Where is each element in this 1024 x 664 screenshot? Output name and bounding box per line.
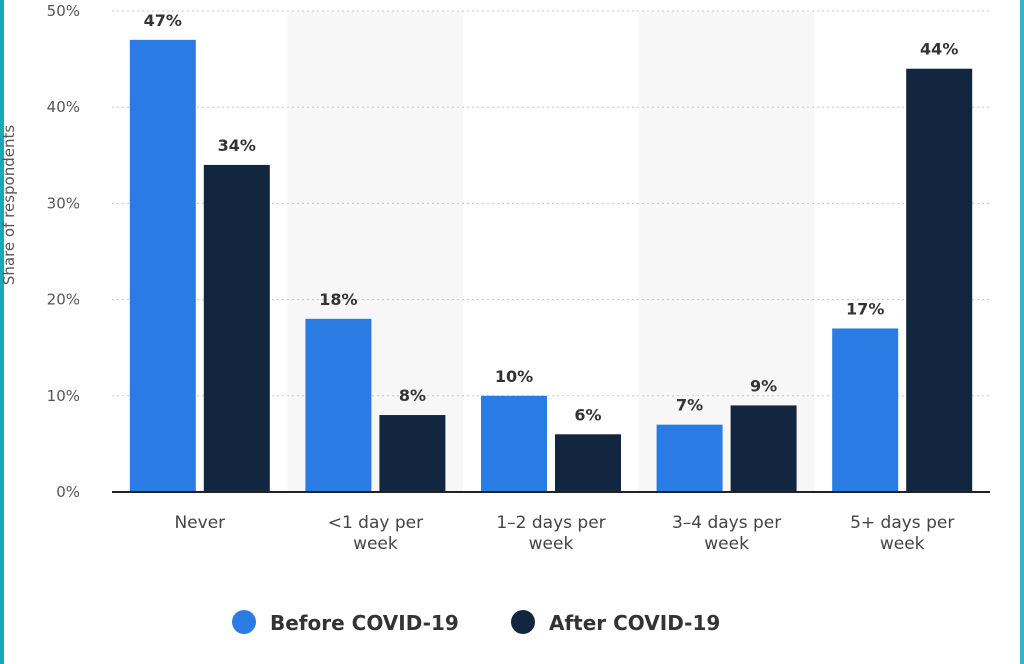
x-category-label: 3–4 days per week	[672, 513, 781, 554]
bar-after-covid[interactable]	[730, 405, 797, 492]
x-category-label: 5+ days per week	[850, 513, 954, 554]
legend-label[interactable]: Before COVID-19	[270, 611, 459, 635]
data-label: 47%	[144, 11, 182, 30]
bars	[129, 39, 973, 493]
y-tick-label: 40%	[47, 98, 80, 116]
legend-label[interactable]: After COVID-19	[549, 611, 720, 635]
legend: Before COVID-19 After COVID-19	[232, 610, 720, 635]
bar-before-covid[interactable]	[305, 318, 372, 492]
data-label: 7%	[676, 396, 703, 415]
data-label: 44%	[920, 40, 958, 59]
y-tick-label: 20%	[47, 291, 80, 309]
data-label: 6%	[574, 405, 601, 424]
x-category-label: Never	[174, 513, 225, 533]
legend-marker[interactable]	[511, 610, 535, 634]
data-label: 10%	[495, 367, 533, 386]
data-label: 17%	[846, 299, 884, 318]
x-category-label: 1–2 days per week	[496, 513, 605, 554]
bar-after-covid[interactable]	[203, 164, 270, 493]
x-category-label: <1 day per week	[328, 513, 423, 554]
bar-before-covid[interactable]	[656, 424, 723, 492]
data-label: 18%	[319, 290, 357, 309]
bar-before-covid[interactable]	[129, 39, 196, 493]
x-axis-categories: Never <1 day per week 1–2 days per week 3–4 d…	[174, 513, 954, 554]
bar-before-covid[interactable]	[832, 328, 899, 492]
left-edge-accent	[0, 0, 4, 664]
bar-after-covid[interactable]	[906, 68, 973, 492]
y-axis-title: Share of respondents	[0, 125, 18, 286]
y-axis-ticks: 0% 10% 20% 30% 40% 50%	[47, 2, 80, 501]
category-bands	[287, 11, 815, 492]
y-tick-label: 0%	[56, 483, 80, 501]
bar-after-covid[interactable]	[379, 415, 446, 492]
y-tick-label: 10%	[47, 387, 80, 405]
y-tick-label: 30%	[47, 194, 80, 212]
data-label: 34%	[218, 136, 256, 155]
right-edge-accent	[1020, 0, 1024, 664]
data-label: 8%	[399, 386, 426, 405]
data-label: 9%	[750, 376, 777, 395]
y-tick-label: 50%	[47, 2, 80, 20]
legend-marker[interactable]	[232, 610, 256, 634]
bar-after-covid[interactable]	[555, 434, 621, 492]
bar-before-covid[interactable]	[481, 395, 547, 492]
data-labels: 47% 34% 18% 8% 10% 6% 7% 9% 17% 44%	[144, 11, 959, 424]
